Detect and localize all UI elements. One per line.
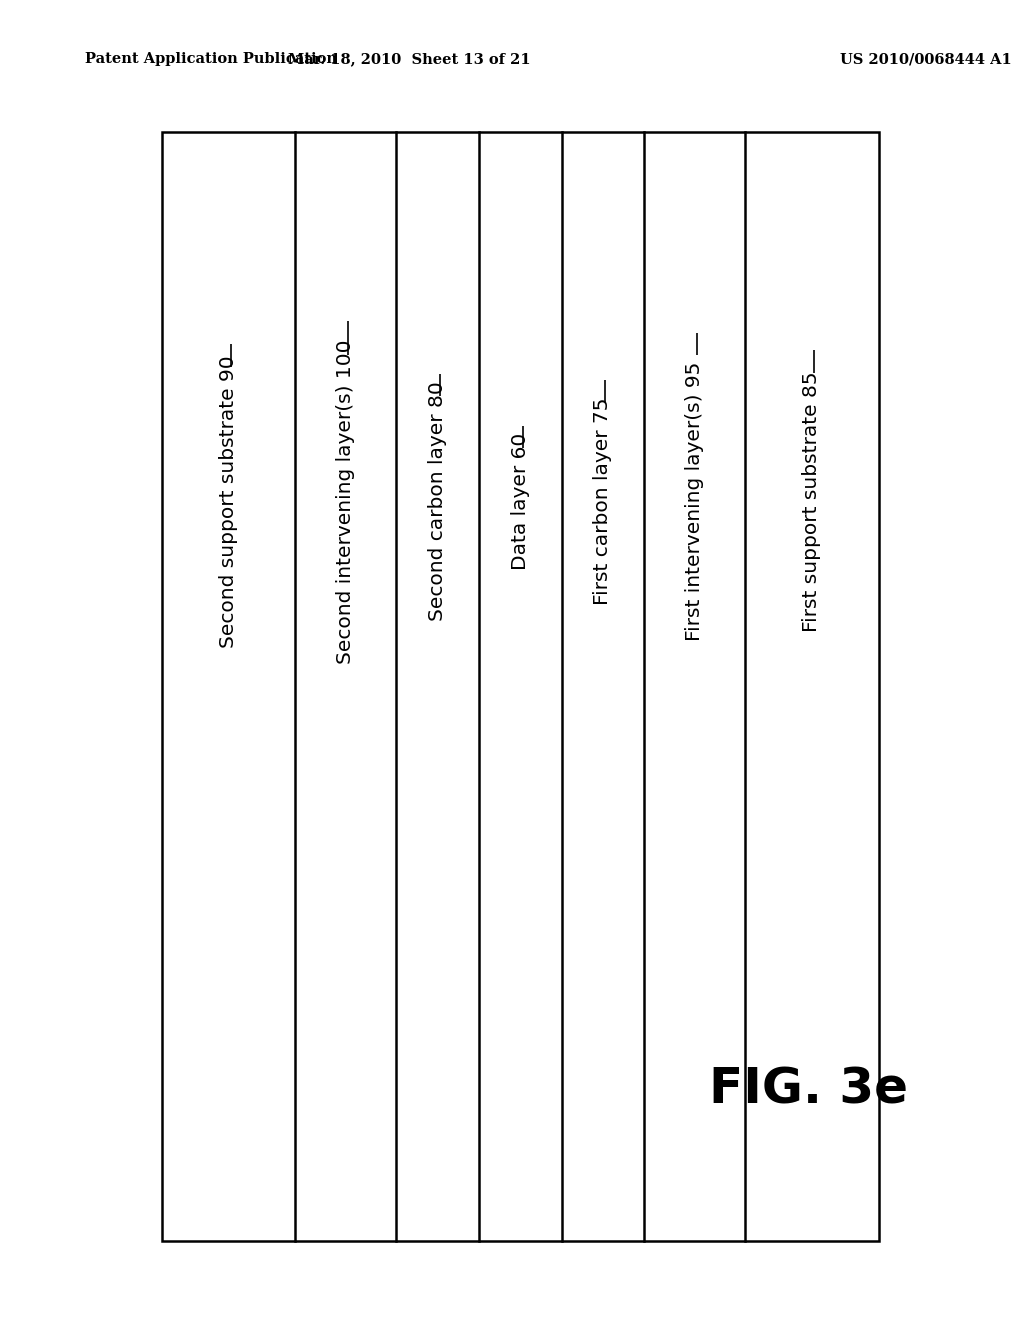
Text: Patent Application Publication: Patent Application Publication: [85, 53, 337, 66]
Text: First carbon layer 75: First carbon layer 75: [593, 397, 612, 606]
Text: Data layer 60: Data layer 60: [511, 433, 529, 570]
Text: FIG. 3e: FIG. 3e: [710, 1065, 908, 1113]
Text: First intervening layer(s) 95: First intervening layer(s) 95: [685, 362, 705, 642]
Text: Second support substrate 90: Second support substrate 90: [219, 355, 238, 648]
Text: Second intervening layer(s) 100: Second intervening layer(s) 100: [336, 339, 355, 664]
Bar: [162, 132, 879, 1241]
Text: First support substrate 85: First support substrate 85: [803, 371, 821, 632]
Text: Mar. 18, 2010  Sheet 13 of 21: Mar. 18, 2010 Sheet 13 of 21: [289, 53, 530, 66]
Text: Second carbon layer 80: Second carbon layer 80: [428, 381, 447, 622]
Text: US 2010/0068444 A1: US 2010/0068444 A1: [840, 53, 1012, 66]
